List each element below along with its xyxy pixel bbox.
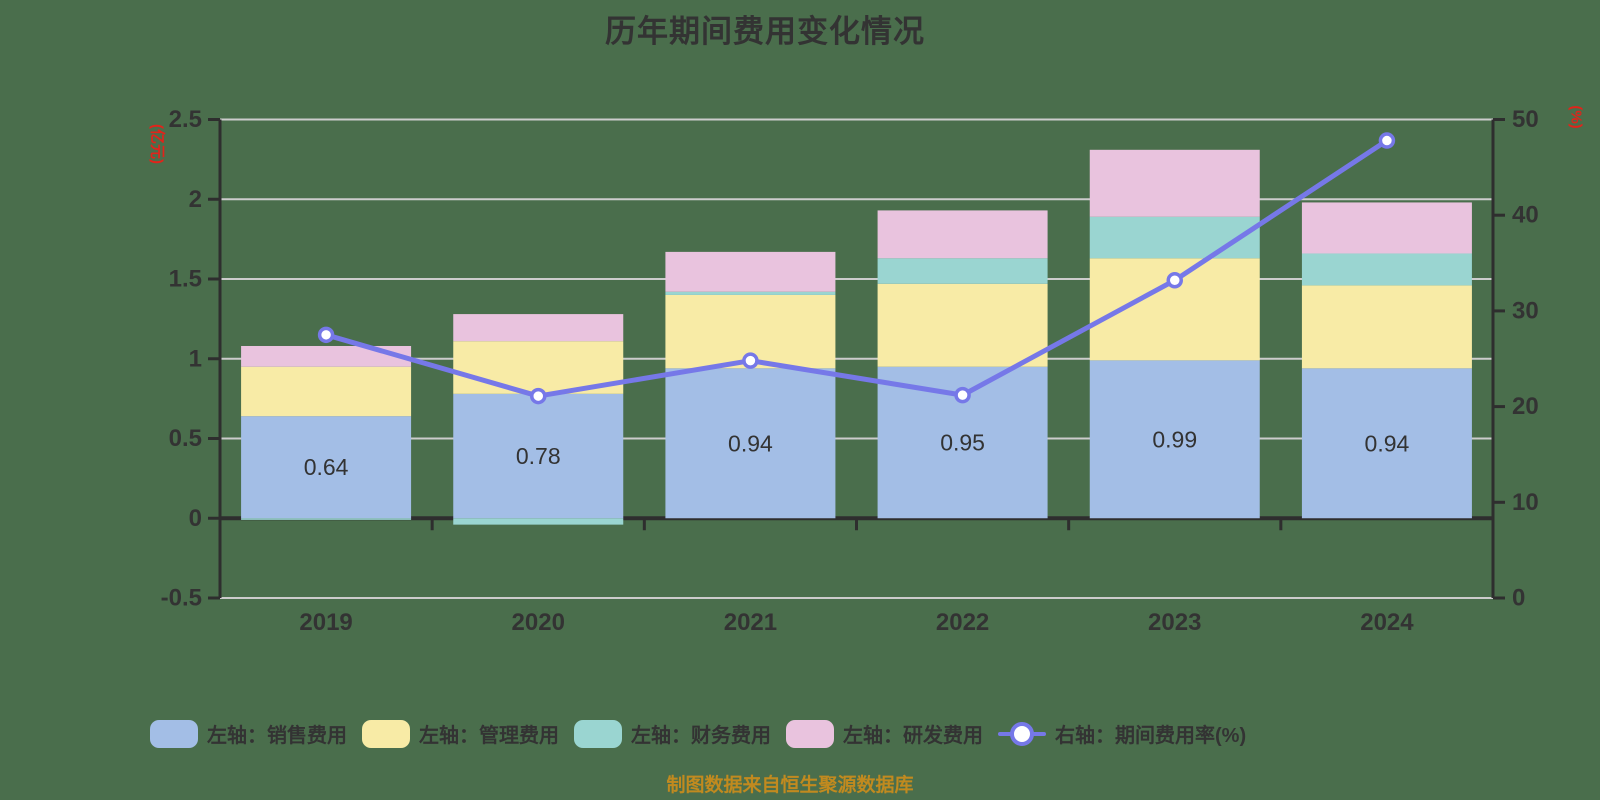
page-title: 历年期间费用变化情况: [605, 14, 925, 49]
x-axis-category-label: 2021: [724, 609, 777, 636]
left-axis-tick-label: 1.5: [169, 266, 202, 293]
legend-label: 左轴：销售费用: [207, 725, 347, 747]
legend-item-line[interactable]: 右轴：期间费用率(%): [998, 719, 1246, 748]
bar-segment-rd-2019[interactable]: [241, 345, 412, 367]
legend-label: 左轴：财务费用: [631, 725, 771, 747]
bar-segment-rd-2023[interactable]: [1089, 149, 1260, 217]
expense-ratio-marker-2019[interactable]: [317, 326, 335, 344]
bar-segment-rd-2022[interactable]: [877, 210, 1048, 259]
left-axis-tick-label: 0.5: [169, 425, 202, 452]
bar-segment-finance-2023[interactable]: [1089, 216, 1260, 259]
left-axis-tick-label: 2.5: [169, 106, 202, 133]
bar-segment-sales-2024[interactable]: [1301, 368, 1472, 519]
bar-value-label: 0.95: [940, 429, 985, 455]
legend-swatch-icon: [786, 719, 834, 748]
right-axis-tick-label: 20: [1512, 393, 1539, 420]
x-axis-category-label: 2022: [936, 609, 989, 636]
bar-segment-finance-2021[interactable]: [665, 291, 836, 295]
bar-segment-finance-2022[interactable]: [877, 258, 1048, 284]
legend-label: 右轴：期间费用率(%): [1055, 725, 1247, 747]
legend-item-rd[interactable]: 左轴：研发费用: [786, 719, 983, 748]
right-axis-tick-label: 10: [1512, 489, 1539, 516]
right-axis-tick-label: 0: [1512, 585, 1525, 612]
bar-segment-sales-2023[interactable]: [1089, 360, 1260, 519]
x-axis-category-label: 2024: [1360, 609, 1414, 636]
legend-swatch-icon: [574, 719, 622, 748]
x-axis-category-label: 2019: [299, 609, 352, 636]
bar-segment-admin-2019[interactable]: [241, 366, 412, 417]
bar-value-label: 0.99: [1152, 426, 1197, 452]
left-axis-tick-label: 2: [189, 186, 202, 213]
bar-segment-rd-2020[interactable]: [453, 314, 624, 342]
legend-item-admin[interactable]: 左轴：管理费用: [362, 719, 559, 748]
bar-value-label: 0.94: [1365, 430, 1410, 456]
bar-segment-rd-2024[interactable]: [1301, 202, 1472, 254]
expense-ratio-marker-2024[interactable]: [1378, 132, 1396, 149]
bar-segment-sales-2020[interactable]: [453, 393, 624, 519]
legend-item-sales[interactable]: 左轴：销售费用: [150, 719, 347, 748]
expense-ratio-marker-2023[interactable]: [1166, 272, 1183, 289]
bar-value-label: 0.94: [728, 430, 773, 456]
x-axis-category-label: 2023: [1148, 609, 1201, 636]
left-axis-tick-label: 0: [189, 505, 202, 532]
bar-segment-rd-2021[interactable]: [665, 251, 836, 292]
bar-segment-admin-2024[interactable]: [1301, 285, 1472, 369]
legend-line-marker-icon: [998, 720, 1046, 748]
bar-value-label: 0.78: [516, 443, 561, 469]
bar-segment-sales-2019[interactable]: [241, 416, 412, 519]
left-axis-tick-label: -0.5: [161, 585, 202, 612]
legend-item-finance[interactable]: 左轴：财务费用: [574, 719, 771, 748]
bar-value-label: 0.64: [304, 454, 349, 480]
legend-label: 左轴：研发费用: [843, 725, 983, 747]
bar-segment-finance-2019[interactable]: [241, 518, 412, 520]
x-axis-category-label: 2020: [512, 609, 565, 636]
expense-ratio-line[interactable]: [323, 138, 1390, 399]
legend-swatch-icon: [362, 719, 410, 748]
legend-label: 左轴：管理费用: [419, 725, 559, 747]
right-axis-tick-label: 50: [1512, 106, 1539, 133]
expense-ratio-marker-2020[interactable]: [530, 387, 547, 405]
bar-segment-sales-2021[interactable]: [665, 368, 836, 519]
right-axis-tick-label: 40: [1512, 202, 1539, 229]
footer-note: 制图数据来自恒生聚源数据库: [666, 775, 914, 796]
bar-segment-finance-2024[interactable]: [1301, 253, 1472, 286]
bar-segment-finance-2020[interactable]: [453, 518, 624, 525]
expense-ratio-marker-2022[interactable]: [954, 386, 971, 404]
expense-ratio-marker-2021[interactable]: [742, 352, 759, 369]
left-axis-tick-label: 1: [189, 345, 202, 372]
bar-segment-admin-2022[interactable]: [877, 283, 1048, 367]
legend: 左轴：销售费用 左轴：管理费用 左轴：财务费用 左轴：研发费用 右轴：期间费用率(%): [150, 719, 1246, 748]
legend-swatch-icon: [150, 719, 198, 748]
right-axis-tick-label: 30: [1512, 297, 1539, 324]
